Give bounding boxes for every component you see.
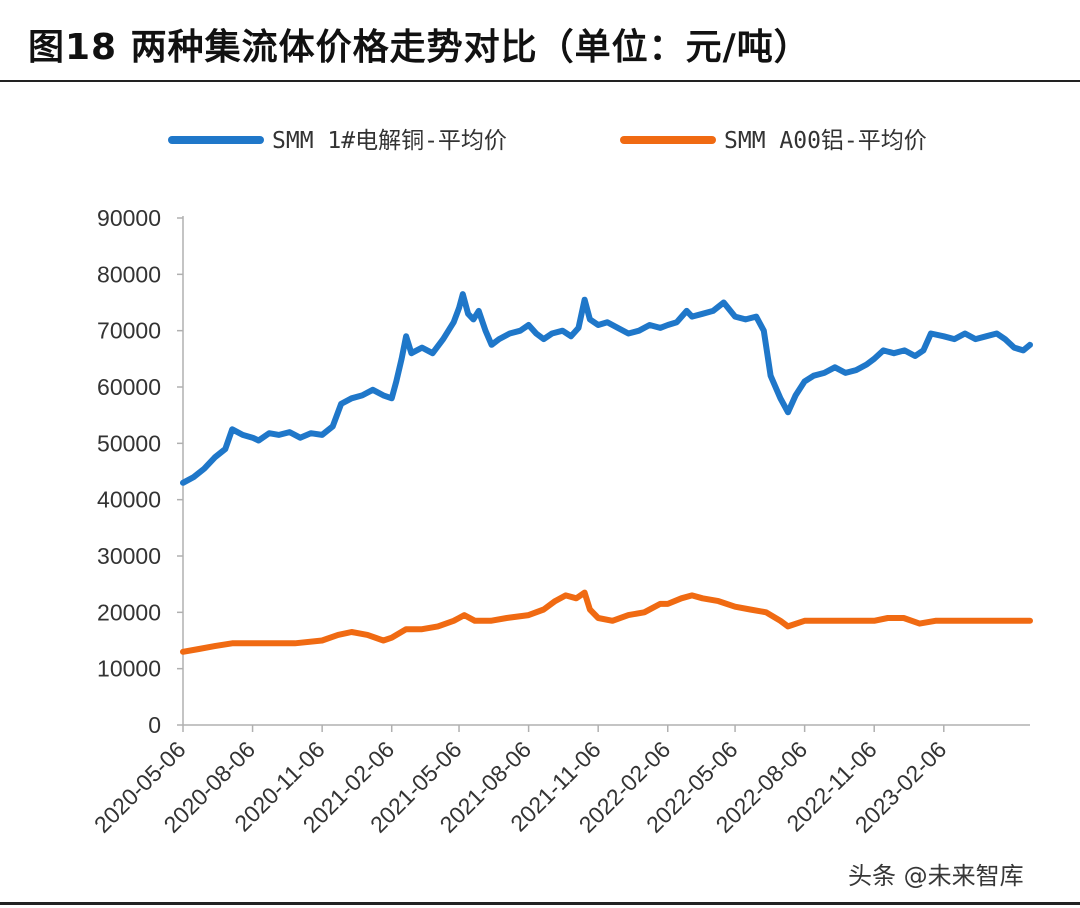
chart-legend: SMM 1#电解铜-平均价 SMM A00铝-平均价 xyxy=(168,128,927,154)
bottom-divider xyxy=(0,902,1080,905)
y-tick-label: 90000 xyxy=(97,205,161,231)
y-tick-label: 40000 xyxy=(97,487,161,513)
chart-axes: 0 10000 20000 30000 40000 50000 60000 70000 8000… xyxy=(89,205,1030,838)
y-tick-label: 30000 xyxy=(97,543,161,569)
page-title: 图18 两种集流体价格走势对比（单位：元/吨） xyxy=(28,27,811,68)
y-tick-label: 0 xyxy=(148,712,161,738)
y-tick-label: 50000 xyxy=(97,430,161,456)
watermark-text: 头条 @未来智库 xyxy=(848,862,1024,890)
legend-label: SMM A00铝-平均价 xyxy=(724,128,927,154)
y-tick-label: 80000 xyxy=(97,261,161,287)
chart-series xyxy=(180,291,1033,655)
y-tick-label: 60000 xyxy=(97,374,161,400)
title-bar: 图18 两种集流体价格走势对比（单位：元/吨） xyxy=(0,0,1080,84)
legend-label: SMM 1#电解铜-平均价 xyxy=(272,128,507,154)
y-tick-label: 20000 xyxy=(97,599,161,625)
y-tick-label: 10000 xyxy=(97,656,161,682)
y-tick-label: 70000 xyxy=(97,318,161,344)
aluminum-price-line xyxy=(180,589,1033,655)
copper-price-line xyxy=(180,291,1033,486)
title-divider xyxy=(0,80,1080,82)
